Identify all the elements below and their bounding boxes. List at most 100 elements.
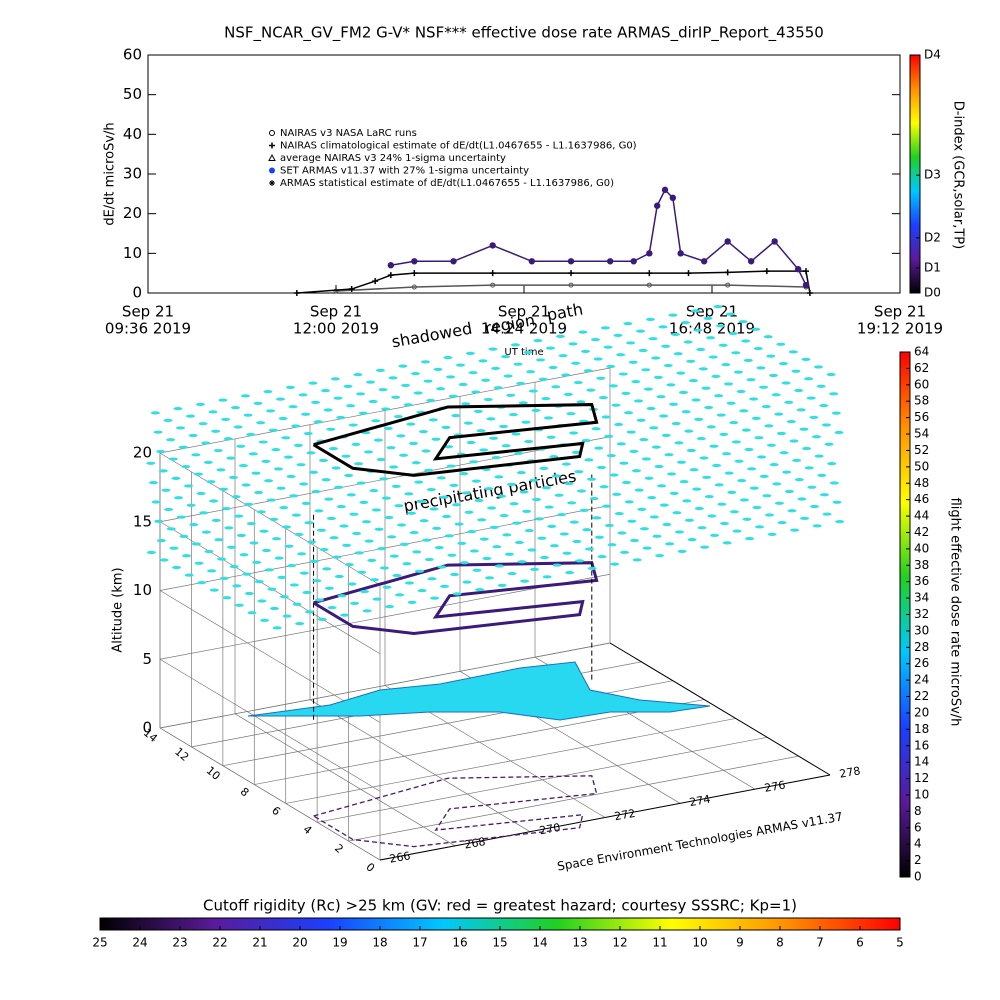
particle: [201, 441, 211, 445]
particle: [381, 407, 391, 411]
particle: [508, 413, 518, 417]
particle: [362, 520, 371, 524]
particle: [401, 383, 411, 388]
colorbar-tick-label: 30: [914, 623, 929, 637]
particle: [668, 313, 678, 317]
particle: [804, 466, 814, 470]
particle: [651, 356, 661, 360]
particle: [491, 455, 501, 460]
particle: [533, 338, 543, 343]
point: [567, 258, 575, 265]
particle: [596, 465, 606, 470]
particle: [272, 626, 282, 630]
particle: [297, 552, 307, 556]
colorbar-tick-label: 21: [252, 936, 267, 950]
particle: [471, 390, 481, 394]
particle: [618, 372, 628, 376]
particle: [578, 330, 588, 334]
particle: [518, 401, 528, 405]
particle: [809, 415, 819, 419]
particle: [166, 527, 176, 531]
x-tick-label: Sep 21: [310, 303, 362, 321]
particle: [319, 458, 328, 463]
particle: [172, 565, 182, 570]
series-line: [335, 284, 807, 292]
particle: [623, 321, 633, 326]
particle: [458, 382, 468, 387]
particle: [217, 557, 227, 561]
particle: [716, 324, 726, 328]
particle: [776, 431, 786, 436]
particle: [146, 461, 156, 465]
particle: [308, 381, 318, 385]
particle: [442, 514, 452, 519]
particle: [433, 367, 443, 371]
particle: [664, 453, 674, 457]
colorbar-tick-label: D4: [924, 48, 941, 62]
particle: [591, 338, 600, 342]
x-tick-label: 274: [688, 793, 711, 809]
particle: [710, 533, 720, 537]
particle: [755, 525, 765, 529]
particle: [447, 553, 457, 557]
colorbar-tick-label: 4: [914, 837, 922, 851]
particle: [176, 426, 186, 430]
particle: [639, 438, 649, 442]
particle: [516, 471, 526, 475]
colorbar-tick-label: 48: [914, 476, 929, 490]
particle: [457, 541, 467, 546]
particle: [564, 481, 574, 486]
x-tick-label: Sep 21: [122, 303, 174, 321]
colorbar-tick-label: 20: [292, 936, 307, 950]
particle: [675, 530, 684, 534]
particle: [519, 490, 529, 494]
particle: [382, 585, 392, 589]
point: [724, 269, 731, 276]
particle: [184, 484, 193, 488]
particle: [731, 351, 741, 355]
particle: [751, 327, 761, 331]
particle: [794, 478, 804, 482]
particle: [812, 524, 822, 528]
point: [528, 258, 536, 265]
colorbar-tick-label: 25: [92, 936, 107, 950]
particle: [291, 513, 301, 517]
particle: [293, 443, 303, 447]
particle: [524, 439, 534, 444]
colorbar-tick-label: 8: [914, 804, 922, 818]
particle: [257, 599, 267, 603]
particle: [647, 496, 657, 500]
particle: [704, 495, 714, 499]
particle: [246, 522, 256, 526]
particle: [476, 429, 486, 433]
track-drop: [313, 473, 593, 720]
particle: [643, 387, 653, 391]
particle: [407, 511, 416, 515]
particle: [694, 417, 704, 421]
x-tick-label: 276: [763, 778, 786, 794]
particle: [666, 383, 676, 387]
particle: [565, 571, 575, 575]
particle: [207, 569, 217, 573]
particle: [437, 565, 447, 569]
particle: [350, 601, 360, 605]
floor-grid: [348, 755, 799, 842]
particle: [638, 348, 648, 353]
particle: [716, 413, 726, 417]
particle: [386, 446, 396, 450]
particle: [411, 372, 420, 376]
particle: [407, 600, 417, 604]
particle: [444, 534, 454, 538]
particle: [304, 521, 314, 525]
particle: [709, 444, 719, 448]
floor-grid: [234, 713, 456, 847]
particle: [173, 406, 183, 411]
particle: [246, 432, 256, 437]
particle: [356, 392, 366, 396]
particle: [486, 417, 496, 421]
x-tick-label: 09:36 2019: [105, 320, 191, 338]
particle: [722, 541, 732, 545]
particle: [256, 510, 266, 514]
particle: [626, 341, 636, 345]
x-tick-label: 268: [463, 835, 486, 851]
